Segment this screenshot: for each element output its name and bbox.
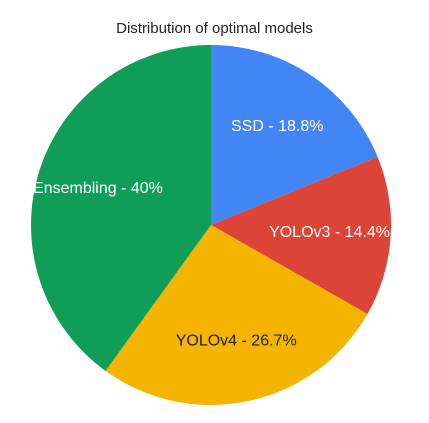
- chart-title: Distribution of optimal models: [116, 20, 313, 37]
- pie-slice-ensembling: [31, 45, 211, 371]
- pie-slice-ssd: [211, 45, 378, 225]
- slice-label-ssd: SSD - 18.8%: [231, 118, 323, 135]
- pie-slice-yolov4: [105, 225, 368, 406]
- slice-label-yolov3: YOLOv3 - 14.4%: [269, 224, 390, 241]
- slice-label-ensembling: Ensembling - 40%: [33, 180, 163, 197]
- pie-slice-yolov3: [211, 156, 391, 315]
- slice-label-yolov4: YOLOv4 - 26.7%: [176, 333, 297, 350]
